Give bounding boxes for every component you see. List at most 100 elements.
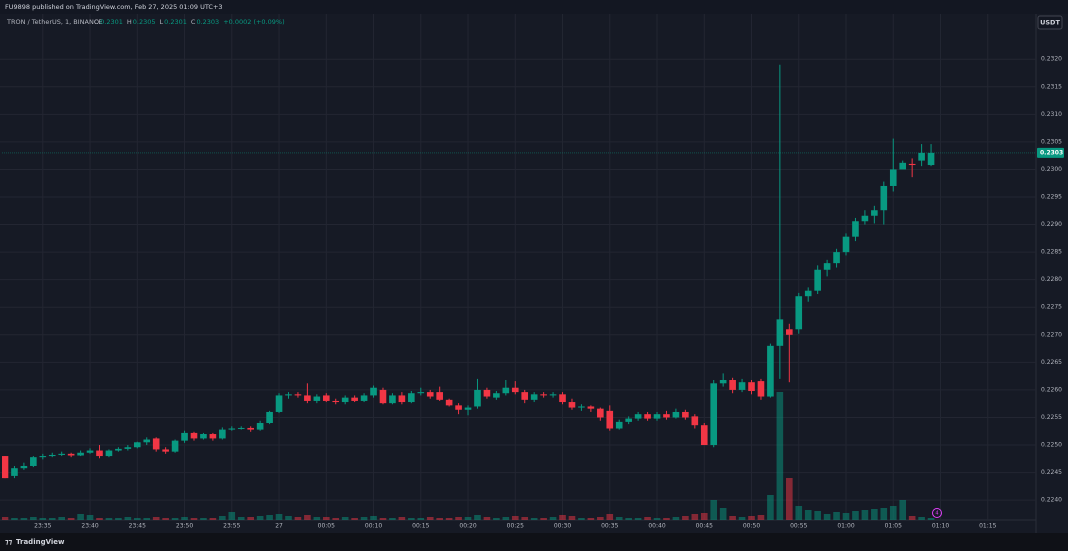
grid — [0, 14, 1036, 520]
candle-body — [426, 392, 434, 397]
volume-bar — [634, 518, 642, 520]
volume-bar — [162, 518, 169, 520]
volume-bar — [682, 516, 689, 520]
candle-body — [2, 456, 9, 479]
x-tick-label: 23:55 — [223, 523, 240, 530]
x-tick-label: 00:15 — [412, 523, 429, 530]
x-tick-label: 23:35 — [34, 523, 51, 530]
volume-bar — [672, 517, 680, 520]
volume-bar — [181, 517, 188, 520]
y-tick-label: 0.2250 — [1041, 442, 1062, 449]
volume-bar — [502, 517, 510, 520]
volume-bar — [39, 518, 47, 520]
candle-body — [86, 450, 94, 453]
volume-bar — [804, 510, 812, 520]
candle-body — [209, 434, 217, 439]
volume-bar — [719, 508, 727, 520]
volume-bar — [30, 517, 37, 520]
volume-bar — [861, 510, 869, 520]
candle-body — [96, 450, 103, 457]
candle-body — [597, 408, 604, 418]
candle-body — [77, 452, 84, 456]
ohlc-label: H — [127, 18, 132, 26]
x-tick-label: 00:20 — [459, 523, 476, 530]
volume-bar — [152, 517, 160, 520]
candle-body — [833, 252, 840, 264]
candle-body — [549, 394, 557, 396]
volume-bar — [426, 517, 434, 520]
candle-body — [748, 382, 755, 392]
volume-bar — [597, 517, 604, 520]
candle-body — [379, 389, 387, 404]
volume-bar — [776, 392, 784, 520]
candle-body — [304, 395, 311, 401]
volume-bar — [738, 517, 746, 520]
volume-bar — [11, 518, 18, 520]
candle-body — [871, 210, 878, 216]
volume-bar — [653, 518, 661, 520]
candle-body — [786, 329, 793, 335]
volume-bar — [549, 517, 557, 520]
candle-body — [143, 439, 151, 443]
x-tick-label: 00:55 — [790, 523, 807, 530]
currency-button[interactable]: USDT — [1037, 15, 1063, 30]
candle-body — [634, 414, 642, 419]
y-tick-label: 0.2285 — [1041, 249, 1062, 256]
volume-bar — [190, 518, 198, 520]
candle-body — [285, 394, 292, 396]
volume-bar — [219, 516, 226, 520]
volume-bar — [445, 518, 453, 520]
volume-bar — [77, 514, 84, 520]
candle-body — [11, 468, 18, 476]
y-tick-label: 0.2280 — [1041, 276, 1062, 283]
event-label[interactable]: 4 — [935, 511, 938, 517]
candle-body — [370, 387, 377, 396]
volume-bar — [578, 518, 585, 520]
volume-bar — [294, 517, 302, 520]
event-circle[interactable] — [932, 508, 942, 518]
volume-bar — [332, 518, 340, 520]
x-tick-label: 01:05 — [885, 523, 902, 530]
footer — [0, 533, 1068, 551]
volume-bar — [86, 515, 94, 520]
candle-body — [852, 221, 859, 237]
candle-body — [823, 263, 831, 270]
candle-body — [171, 440, 179, 452]
candle-body — [653, 414, 661, 419]
x-tick-label: 00:40 — [648, 523, 665, 530]
y-tick-label: 0.2290 — [1041, 221, 1062, 228]
candle-body — [880, 185, 888, 211]
volume-bar — [474, 515, 481, 520]
volume-bar — [871, 509, 878, 520]
volume-bar — [322, 517, 330, 520]
volume-bar — [115, 518, 122, 520]
y-tick-label: 0.2240 — [1041, 497, 1062, 504]
candle-body — [417, 392, 425, 394]
event-marker[interactable]: 4 — [932, 508, 942, 518]
candle-body — [464, 407, 472, 410]
y-tick-label: 0.2315 — [1041, 83, 1062, 90]
candle-body — [190, 432, 198, 439]
x-tick-label: 01:15 — [979, 523, 996, 530]
currency-box[interactable] — [1037, 15, 1063, 30]
volume-bar — [20, 518, 28, 520]
candle-body — [672, 411, 680, 418]
volume-bar — [710, 500, 718, 520]
volume-bar — [852, 511, 859, 520]
candle-body — [757, 381, 765, 397]
volume-bar — [918, 517, 925, 520]
ohlc-value: 0.2301 — [164, 18, 187, 26]
volume-bar — [729, 516, 736, 520]
candle-body — [530, 394, 538, 400]
candle-body — [625, 418, 632, 422]
candle-body — [738, 382, 746, 390]
volume-bar — [814, 511, 821, 520]
candle-body — [219, 429, 226, 439]
x-tick-label: 01:10 — [932, 523, 949, 530]
volume-bar — [842, 513, 850, 520]
x-tick-label: 00:05 — [318, 523, 335, 530]
volume-bar — [200, 518, 207, 520]
candle-body — [502, 387, 510, 394]
candle-body — [795, 296, 803, 330]
currency-label[interactable]: USDT — [1040, 19, 1060, 27]
